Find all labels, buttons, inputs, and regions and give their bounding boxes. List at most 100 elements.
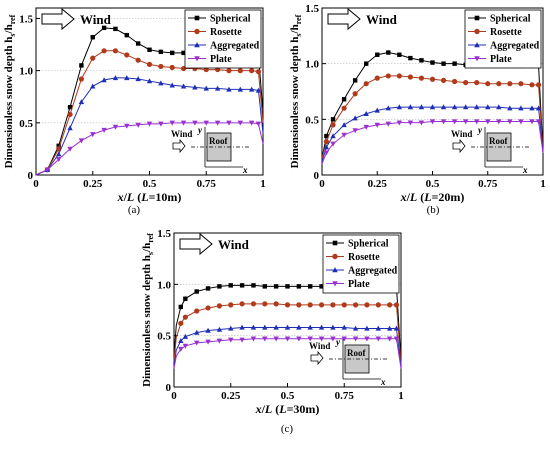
data-point bbox=[296, 284, 302, 289]
x-axis-label-part: L bbox=[264, 402, 272, 416]
data-point bbox=[535, 82, 542, 88]
data-point bbox=[529, 119, 535, 125]
y-axis-label-sub: ref bbox=[146, 233, 155, 243]
x-tick-label: 0.75 bbox=[478, 178, 498, 190]
x-axis-label-part: x bbox=[117, 190, 124, 204]
data-point bbox=[146, 78, 153, 84]
data-point bbox=[352, 128, 358, 134]
y-axis-label: Dimensionless snow depth hs/href bbox=[141, 233, 155, 387]
data-point bbox=[262, 301, 268, 307]
data-point bbox=[216, 338, 223, 344]
legend-marker bbox=[332, 267, 338, 273]
y-tick-label: 1.5 bbox=[157, 228, 171, 240]
data-point bbox=[374, 75, 380, 81]
data-point bbox=[341, 302, 347, 308]
data-point bbox=[178, 304, 184, 310]
y-axis-label-part: /h bbox=[3, 24, 15, 34]
data-point bbox=[182, 333, 189, 339]
data-point bbox=[124, 123, 130, 129]
inset-arrow-icon bbox=[172, 138, 186, 154]
data-point bbox=[386, 50, 391, 55]
data-point bbox=[214, 120, 221, 126]
data-point bbox=[101, 25, 107, 31]
data-point bbox=[216, 303, 222, 309]
data-point bbox=[430, 60, 435, 65]
x-tick-label: 0 bbox=[319, 178, 325, 190]
y-tick-label: 0 bbox=[28, 170, 34, 182]
y-axis-label-sub: s bbox=[146, 252, 155, 255]
x-axis-label-part: L bbox=[409, 190, 417, 204]
data-point bbox=[440, 77, 447, 83]
data-point bbox=[78, 99, 85, 105]
data-point bbox=[101, 48, 107, 54]
legend-label: Rosette bbox=[490, 27, 522, 38]
data-point bbox=[307, 302, 313, 308]
data-point bbox=[146, 121, 153, 127]
x-axis-label-part: / bbox=[261, 402, 266, 416]
data-point bbox=[178, 320, 184, 326]
data-point bbox=[158, 80, 164, 86]
series-line bbox=[173, 326, 402, 367]
data-point bbox=[485, 81, 491, 87]
data-point bbox=[228, 283, 233, 288]
data-point bbox=[535, 105, 542, 111]
legend-marker bbox=[474, 42, 480, 48]
series-rosette bbox=[173, 301, 402, 365]
data-point bbox=[418, 120, 425, 126]
data-point bbox=[248, 120, 255, 126]
data-point bbox=[330, 336, 336, 342]
data-point bbox=[429, 119, 436, 125]
data-point bbox=[352, 115, 358, 121]
data-point bbox=[296, 302, 302, 308]
legend-marker bbox=[332, 253, 338, 260]
data-point bbox=[239, 283, 245, 288]
x-axis-label-part: / bbox=[123, 190, 128, 204]
x-axis-label-part: ( bbox=[417, 190, 424, 204]
data-point bbox=[323, 144, 330, 150]
data-point bbox=[146, 61, 153, 67]
data-point bbox=[363, 81, 369, 87]
data-point bbox=[181, 50, 186, 56]
legend-label: Plate bbox=[210, 54, 232, 65]
data-point bbox=[318, 336, 325, 342]
data-point bbox=[273, 324, 279, 330]
data-point bbox=[474, 119, 480, 125]
legend-label: Spherical bbox=[210, 14, 251, 25]
data-point bbox=[237, 86, 243, 92]
data-point bbox=[178, 346, 184, 352]
data-point bbox=[250, 324, 257, 330]
data-point bbox=[178, 338, 184, 343]
data-point bbox=[374, 122, 380, 128]
data-point bbox=[393, 336, 400, 342]
data-point bbox=[374, 107, 380, 113]
data-point bbox=[284, 324, 291, 330]
legend-label: Aggregated bbox=[348, 266, 398, 277]
data-point bbox=[214, 85, 221, 91]
inset-x-label: x bbox=[380, 377, 386, 387]
data-point bbox=[284, 302, 291, 308]
data-point bbox=[147, 47, 152, 52]
data-point bbox=[393, 325, 400, 331]
data-point bbox=[182, 343, 189, 349]
x-tick-label: 0 bbox=[171, 390, 177, 402]
data-point bbox=[205, 327, 211, 333]
data-point bbox=[56, 157, 62, 163]
data-point bbox=[237, 68, 243, 74]
data-point bbox=[330, 141, 336, 147]
data-point bbox=[239, 337, 245, 343]
data-point bbox=[529, 82, 535, 88]
y-tick-label: 1.5 bbox=[305, 3, 319, 15]
y-tick-label: 1.0 bbox=[305, 59, 319, 71]
data-point bbox=[216, 326, 223, 332]
legend-marker bbox=[474, 28, 480, 35]
series-aggregated bbox=[173, 324, 402, 367]
x-axis-label-part: / bbox=[406, 190, 411, 204]
data-point bbox=[205, 305, 211, 311]
data-point bbox=[135, 57, 141, 63]
wind-label: Wind bbox=[80, 12, 112, 27]
data-point bbox=[170, 50, 175, 56]
legend-label: Rosette bbox=[210, 27, 242, 38]
x-axis-label-part: L bbox=[423, 190, 431, 204]
data-point bbox=[113, 26, 118, 32]
data-point bbox=[363, 110, 369, 116]
